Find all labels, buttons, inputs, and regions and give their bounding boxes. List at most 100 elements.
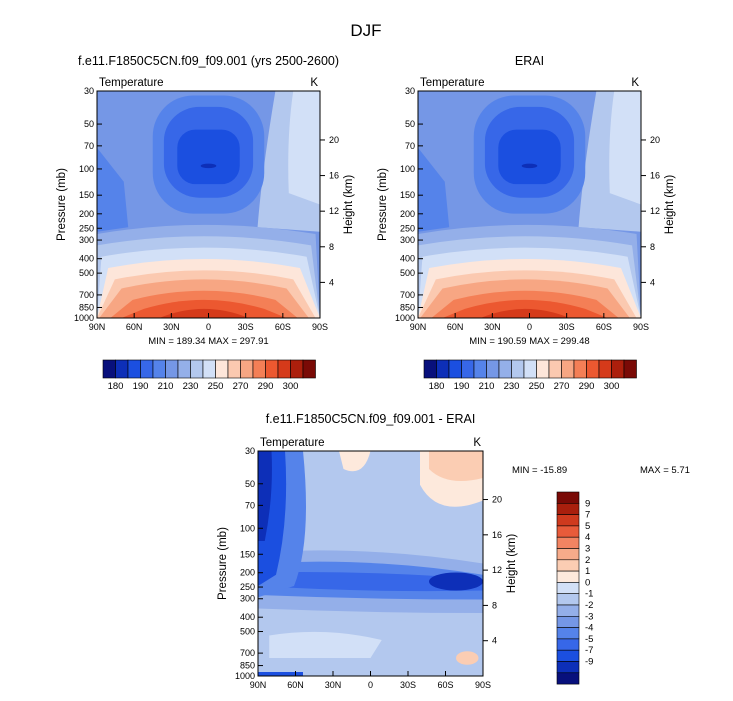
pressure-tick-label: 400 (240, 612, 255, 622)
colorbar-label: -9 (585, 657, 593, 668)
colorbar-swatch (448, 359, 462, 379)
contour-band (288, 91, 320, 205)
colorbar-swatch (152, 359, 166, 379)
colorbar-swatch (115, 359, 129, 379)
colorbar-label: 0 (585, 577, 590, 588)
lat-tick-label: 60S (596, 322, 612, 332)
colorbar-swatch (277, 359, 291, 379)
height-tick-label: 20 (650, 135, 660, 145)
colorbar-swatch (611, 359, 625, 379)
panel-model: f.e11.F1850C5CN.f09_f09.001 (yrs 2500-26… (56, 54, 355, 392)
colorbar-swatch (556, 627, 580, 640)
colorbar-swatch (511, 359, 525, 379)
lat-tick-label: 60N (287, 680, 304, 690)
colorbar-label: 3 (585, 544, 590, 555)
colorbar-swatch (556, 661, 580, 674)
pressure-tick-label: 700 (79, 290, 94, 300)
pressure-tick-label: 50 (405, 119, 415, 129)
colorbar-swatch (556, 672, 580, 685)
colorbar-label: 270 (233, 381, 249, 392)
pressure-tick-label: 850 (79, 302, 94, 312)
colorbar-swatch (623, 359, 637, 379)
colorbar-swatch (498, 359, 512, 379)
min-label: MIN = -15.89 (512, 465, 567, 476)
panel-left-label: Temperature (420, 77, 485, 89)
colorbar-label: 270 (554, 381, 570, 392)
height-tick-label: 12 (650, 206, 660, 216)
colorbar-swatch (523, 359, 537, 379)
pressure-tick-label: 250 (240, 582, 255, 592)
contour-band (258, 672, 303, 676)
colorbar-swatch (556, 615, 580, 628)
panel-right-label: K (310, 77, 318, 89)
lat-tick-label: 90N (89, 322, 106, 332)
panel-title: ERAI (515, 54, 544, 68)
colorbar-swatch (556, 604, 580, 617)
lat-tick-label: 0 (206, 322, 211, 332)
colorbar-swatch (423, 359, 437, 379)
lat-tick-label: 30S (559, 322, 575, 332)
colorbar-swatch (598, 359, 612, 379)
pressure-tick-label: 700 (240, 648, 255, 658)
pressure-tick-label: 300 (400, 235, 415, 245)
height-tick-label: 8 (329, 242, 334, 252)
colorbar-label: -3 (585, 611, 593, 622)
lat-tick-label: 90N (250, 680, 267, 690)
colorbar-swatch (556, 502, 580, 515)
pressure-tick-label: 1000 (235, 671, 255, 681)
colorbar-label: 190 (133, 381, 149, 392)
colorbar-swatch (290, 359, 304, 379)
panel-left-label: Temperature (99, 77, 164, 89)
height-tick-label: 20 (492, 495, 502, 505)
lat-tick-label: 60N (447, 322, 464, 332)
colorbar-swatch (127, 359, 141, 379)
colorbar-swatch (240, 359, 254, 379)
height-tick-label: 4 (492, 636, 497, 646)
colorbar-swatch (461, 359, 475, 379)
colorbar-label: 9 (585, 498, 590, 509)
colorbar-label: 290 (258, 381, 274, 392)
lat-tick-label: 0 (368, 680, 373, 690)
colorbar-swatch (556, 638, 580, 651)
colorbar-swatch (227, 359, 241, 379)
colorbar-label: -4 (585, 623, 593, 634)
pressure-tick-label: 50 (84, 119, 94, 129)
colorbar-swatch (556, 649, 580, 662)
lat-tick-label: 90N (410, 322, 427, 332)
contour-band (177, 129, 240, 185)
contour-band (456, 651, 479, 665)
colorbar-swatch (556, 593, 580, 606)
height-tick-label: 4 (329, 277, 334, 287)
pressure-tick-label: 1000 (395, 313, 415, 323)
colorbar-swatch (556, 491, 580, 504)
pressure-axis-label: Pressure (mb) (217, 527, 229, 600)
lat-tick-label: 30S (238, 322, 254, 332)
contour-band (429, 572, 483, 591)
colorbar-swatch (556, 548, 580, 561)
pressure-tick-label: 100 (240, 523, 255, 533)
pressure-tick-label: 150 (400, 190, 415, 200)
colorbar-swatch (556, 514, 580, 527)
panel-difference: f.e11.F1850C5CN.f09_f09.001 - ERAI305070… (217, 412, 690, 690)
colorbar-swatch (473, 359, 487, 379)
pressure-tick-label: 300 (240, 594, 255, 604)
colorbar-swatch (252, 359, 266, 379)
contour-band (137, 308, 271, 318)
height-tick-label: 12 (492, 565, 502, 575)
height-axis-label: Height (km) (664, 175, 676, 235)
colorbar-label: 7 (585, 510, 590, 521)
pressure-tick-label: 500 (240, 627, 255, 637)
colorbar-swatch (202, 359, 216, 379)
pressure-tick-label: 150 (240, 549, 255, 559)
colorbar-swatch (548, 359, 562, 379)
height-tick-label: 16 (650, 171, 660, 181)
pressure-tick-label: 30 (405, 86, 415, 96)
pressure-tick-label: 70 (405, 141, 415, 151)
lat-tick-label: 60S (275, 322, 291, 332)
colorbar-swatch (556, 582, 580, 595)
colorbar-label: 230 (183, 381, 199, 392)
lat-tick-label: 60N (126, 322, 143, 332)
colorbar-label: 190 (454, 381, 470, 392)
panel-erai: ERAI305070100150200250300400500700850100… (377, 54, 676, 392)
lat-tick-label: 30N (325, 680, 342, 690)
